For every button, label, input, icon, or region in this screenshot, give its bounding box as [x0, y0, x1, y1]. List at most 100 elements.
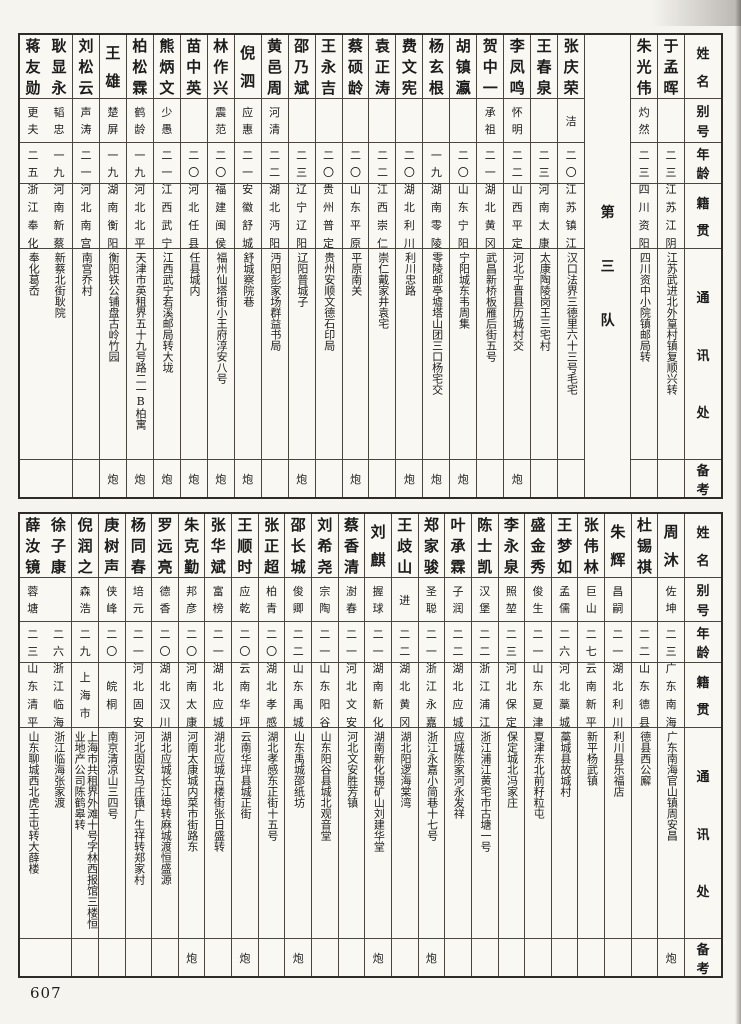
address-cell: 太康陶陵岗王三宅村 [531, 249, 558, 460]
char: 永 [425, 698, 437, 711]
char: 杜 [637, 516, 653, 534]
char: 炮 [665, 951, 677, 965]
remark-cell [658, 460, 684, 497]
char-stack: 庚树声 [99, 514, 125, 577]
name-cell: 蔡硕龄 [342, 35, 369, 99]
char-stack: 安徽舒城 [235, 184, 261, 248]
char-stack: 通讯处 [685, 249, 721, 459]
char-stack: 二一 [365, 622, 391, 662]
char: 霖 [132, 79, 148, 97]
alias-cell: 汉堡 [471, 578, 498, 622]
alias-cell: 洁 [558, 99, 585, 143]
char: 邦 [186, 585, 198, 598]
char-stack [152, 939, 178, 976]
char: 浙 [52, 663, 64, 675]
alias-cell: 宗陶 [312, 578, 338, 622]
remark-cell: 炮 [365, 939, 391, 976]
name-cell: 胡镇瀛 [450, 35, 477, 99]
address-cell: 沔阳彭家场群益书局 [261, 249, 288, 460]
char: 二 [538, 148, 550, 162]
person-column: 王永吉二〇贵州普定贵州安顺文德石印局 [315, 35, 343, 497]
char: 张 [583, 516, 599, 534]
char-stack: 江西崇仁 [369, 184, 395, 248]
char-stack: 孟儒 [552, 578, 578, 621]
char: 讯 [696, 827, 710, 843]
char: 备 [696, 464, 710, 479]
char: 二 [186, 627, 198, 641]
char-stack [632, 939, 658, 976]
char: 海 [52, 716, 64, 728]
char: 太 [186, 698, 198, 711]
alias-cell: 照堃 [498, 578, 525, 622]
address-text: 德县西公廨 [638, 731, 652, 786]
char: 南 [107, 201, 119, 214]
char-stack: 朱辉 [605, 514, 631, 577]
char: 考 [696, 483, 710, 497]
char-stack: 二〇 [450, 143, 476, 183]
char: 康 [50, 558, 66, 576]
char: 清 [343, 558, 359, 576]
address-cell: 四川资中小院镇邮局转 [631, 249, 658, 460]
age-cell: 二三 [531, 143, 558, 184]
origin-cell: 河南太康 [531, 184, 558, 249]
origin-cell: 湖北应城 [445, 663, 471, 728]
char: 龄 [134, 123, 146, 136]
person-column: 王雄楚屏一九湖南衡阳衡阳铁公铺盘古岭竹园炮 [99, 35, 127, 497]
char-stack: 炮 [396, 460, 422, 497]
char: 二 [106, 627, 118, 641]
char: 河 [186, 663, 198, 675]
name-cell: 王梦如 [551, 514, 578, 578]
address-text: 山东聊城西北虎王屯转大薛楼 [27, 731, 41, 874]
char: 江 [425, 680, 437, 693]
char: 夫 [27, 123, 39, 136]
char: 张 [210, 516, 226, 534]
char: 兴 [213, 79, 229, 97]
char: 三 [296, 165, 308, 179]
address-text: 利川县乐福店 [612, 731, 626, 797]
address-cell: 湖北阳逻海棠湾 [391, 728, 418, 939]
address-cell: 应城陈家河永发祥 [445, 728, 471, 939]
char: 通 [696, 770, 710, 786]
char: 广 [665, 663, 677, 675]
char-stack: 河北北平 [127, 184, 153, 248]
char: 云 [78, 79, 94, 97]
char: 尧 [317, 558, 333, 576]
char-stack: 李凤鸣 [504, 35, 530, 98]
char: 西 [161, 201, 173, 214]
char: 伟 [583, 537, 599, 555]
char: 雄 [105, 72, 121, 90]
char-stack: 杨玄根 [423, 35, 449, 98]
char-stack: 二二 [445, 622, 471, 662]
char: 冈 [484, 237, 496, 249]
char: 富 [212, 585, 224, 598]
address-cell: 湖北孝感东正街十五号 [258, 728, 285, 939]
age-cell: 二二 [445, 622, 471, 663]
char: 灼 [638, 106, 650, 119]
alias-cell: 握球 [365, 578, 391, 622]
char: 炮 [430, 472, 442, 486]
address-text: 山东阳谷县城北观音堂 [319, 731, 333, 841]
origin-cell: 皖桐 [98, 663, 125, 728]
char: 三 [665, 165, 677, 179]
char: 九 [79, 644, 91, 658]
origin-cell: 江西崇仁 [369, 184, 396, 249]
char-stack: 灼然 [631, 99, 657, 142]
char-stack: 一九 [46, 143, 72, 183]
age-cell: 二三 [658, 143, 684, 184]
char: 一 [484, 165, 496, 179]
char-stack: 二〇 [99, 622, 125, 662]
char-stack: 炮 [127, 460, 153, 497]
char: 一 [345, 644, 357, 658]
char: 二 [79, 627, 91, 641]
char-stack: 二三 [658, 143, 684, 183]
char: 陵 [430, 237, 442, 249]
age-cell: 一九 [99, 143, 126, 184]
address-text: 南宫乔村 [80, 252, 94, 296]
char: 刘 [78, 37, 94, 55]
char: 阳 [107, 237, 119, 249]
char: 勤 [184, 558, 200, 576]
person-column: 袁正涛二二江西崇仁崇仁戴家井袁宅 [369, 35, 397, 497]
char: 湖 [612, 663, 624, 675]
char: 一 [242, 165, 254, 179]
char-stack: 柏松霖 [127, 35, 153, 98]
